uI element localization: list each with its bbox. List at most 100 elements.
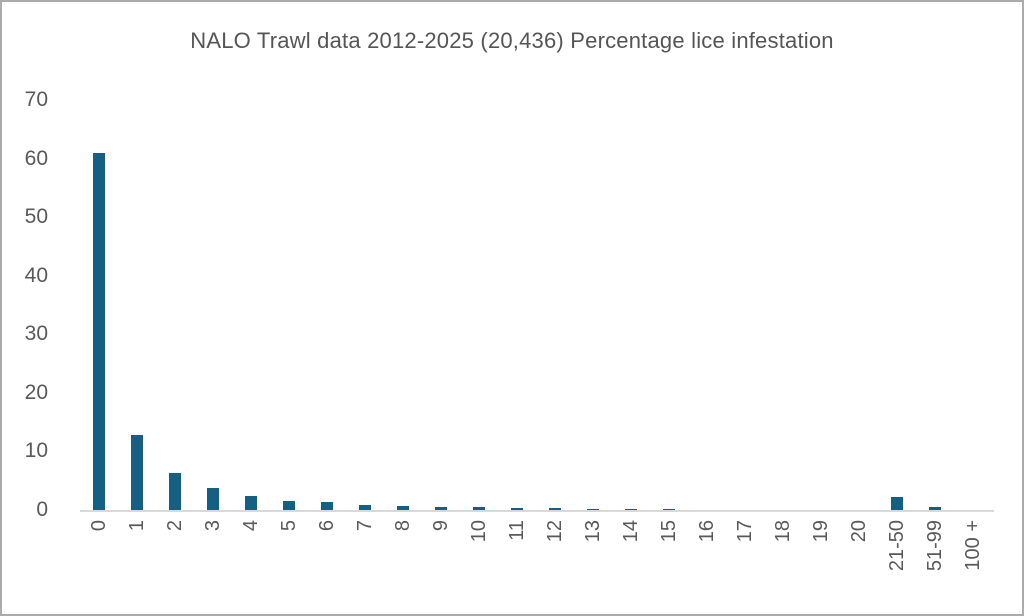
bar-7 (359, 504, 371, 510)
x-tick-label-17: 17 (734, 520, 756, 543)
x-tick-label-0: 0 (88, 520, 110, 532)
y-tick-label-40: 40 (24, 263, 48, 287)
bar-slot-2 (156, 100, 194, 510)
bar-1 (131, 435, 143, 510)
x-tick-label-2: 2 (164, 520, 186, 532)
x-tick-label-4: 4 (240, 520, 262, 532)
bar-13 (587, 508, 599, 510)
x-label-slot-2: 2 (156, 520, 194, 531)
x-tick-label-18: 18 (772, 520, 794, 543)
bar-slot-20 (840, 100, 878, 510)
x-label-slot-8: 8 (384, 520, 422, 531)
x-label-slot-7: 7 (346, 520, 384, 531)
x-tick-label-20: 20 (848, 520, 870, 543)
x-tick-label-14: 14 (620, 520, 642, 543)
bar-slot-6 (308, 100, 346, 510)
x-label-slot-19: 19 (802, 520, 840, 542)
bar-slot-7 (346, 100, 384, 510)
x-label-slot-14: 14 (612, 520, 650, 542)
bar-51-99 (929, 506, 941, 510)
bar-4 (245, 495, 257, 510)
x-tick-label-8: 8 (392, 520, 414, 532)
bar-slot-0 (80, 100, 118, 510)
x-label-slot-12: 12 (536, 520, 574, 542)
plot-area (80, 100, 992, 510)
bar-6 (321, 501, 333, 510)
bar-0 (93, 152, 105, 510)
bar-slot-100 + (954, 100, 992, 510)
bar-15 (663, 509, 675, 510)
bar-slot-10 (460, 100, 498, 510)
x-label-slot-6: 6 (308, 520, 346, 531)
y-tick-label-50: 50 (24, 205, 48, 229)
bar-slot-17 (726, 100, 764, 510)
bar-slot-5 (270, 100, 308, 510)
bar-slot-9 (422, 100, 460, 510)
x-label-slot-11: 11 (498, 520, 536, 541)
bar-slot-15 (650, 100, 688, 510)
x-tick-label-21-50: 21-50 (886, 520, 908, 572)
bar-8 (397, 505, 409, 510)
bar-2 (169, 472, 181, 510)
x-tick-label-7: 7 (354, 520, 376, 532)
bars-row (80, 100, 992, 510)
bar-slot-12 (536, 100, 574, 510)
x-label-slot-15: 15 (650, 520, 688, 542)
x-label-slot-10: 10 (460, 520, 498, 542)
x-tick-label-100 +: 100 + (962, 520, 984, 571)
x-label-slot-18: 18 (764, 520, 802, 542)
bar-11 (511, 507, 523, 510)
x-axis-line (80, 510, 994, 512)
x-axis-labels: 0 1 2 3 4 5 6 7 8 9 10 11 12 13 14 15 16 17 18 19 20 21-50 51-… (80, 520, 992, 571)
x-label-slot-17: 17 (726, 520, 764, 542)
x-label-slot-20: 20 (840, 520, 878, 542)
bar-slot-1 (118, 100, 156, 510)
bar-slot-21-50 (878, 100, 916, 510)
bar-3 (207, 487, 219, 510)
y-tick-label-20: 20 (24, 380, 48, 404)
bar-9 (435, 507, 447, 510)
bar-slot-4 (232, 100, 270, 510)
bar-slot-11 (498, 100, 536, 510)
bar-slot-13 (574, 100, 612, 510)
x-label-slot-16: 16 (688, 520, 726, 542)
chart-title: NALO Trawl data 2012-2025 (20,436) Perce… (190, 28, 834, 53)
x-tick-label-5: 5 (278, 520, 300, 532)
bar-slot-51-99 (916, 100, 954, 510)
bar-slot-14 (612, 100, 650, 510)
x-label-slot-4: 4 (232, 520, 270, 531)
x-tick-label-16: 16 (696, 520, 718, 543)
x-label-slot-3: 3 (194, 520, 232, 531)
y-tick-label-70: 70 (24, 88, 48, 111)
x-tick-label-3: 3 (202, 520, 224, 532)
bar-21-50 (891, 497, 903, 510)
y-tick-label-60: 60 (24, 146, 48, 170)
x-tick-label-12: 12 (544, 520, 566, 543)
bar-10 (473, 507, 485, 510)
x-tick-label-15: 15 (658, 520, 680, 543)
x-tick-label-9: 9 (430, 520, 452, 532)
x-tick-label-6: 6 (316, 520, 338, 532)
bar-5 (283, 500, 295, 510)
bar-14 (625, 509, 637, 510)
x-label-slot-21-50: 21-50 (878, 520, 916, 571)
x-label-slot-51-99: 51-99 (916, 520, 954, 571)
x-tick-label-19: 19 (810, 520, 832, 543)
x-label-slot-100 +: 100 + (954, 520, 992, 571)
x-tick-label-10: 10 (468, 520, 490, 543)
x-tick-label-51-99: 51-99 (924, 520, 946, 572)
x-label-slot-1: 1 (118, 520, 156, 531)
x-label-slot-13: 13 (574, 520, 612, 542)
bar-12 (549, 508, 561, 510)
bar-slot-19 (802, 100, 840, 510)
y-tick-label-30: 30 (24, 322, 48, 346)
x-label-slot-0: 0 (80, 520, 118, 531)
bar-slot-3 (194, 100, 232, 510)
bar-slot-8 (384, 100, 422, 510)
bar-slot-16 (688, 100, 726, 510)
y-tick-label-0: 0 (36, 498, 48, 521)
x-tick-label-11: 11 (506, 520, 528, 541)
x-label-slot-9: 9 (422, 520, 460, 531)
x-tick-label-13: 13 (582, 520, 604, 543)
